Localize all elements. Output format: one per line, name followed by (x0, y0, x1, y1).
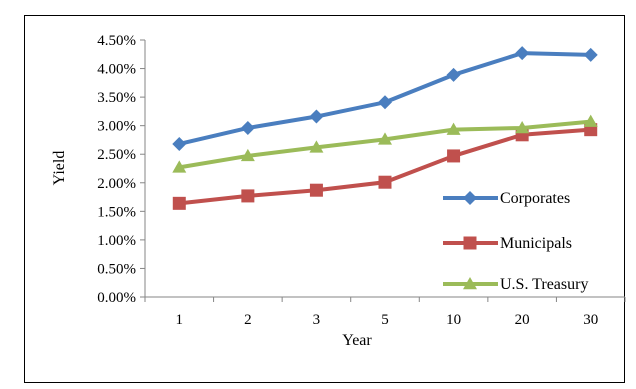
series-u-s-treasury (172, 114, 598, 173)
municipals-point (447, 149, 461, 163)
legend-label: Corporates (500, 190, 570, 207)
x-tick-label: 2 (244, 312, 252, 328)
u-s-treasury-point (515, 120, 530, 134)
x-axis-title: Year (342, 332, 372, 349)
x-tick-label: 10 (446, 312, 461, 328)
legend-marker (463, 236, 477, 250)
y-tick-label: 0.00% (97, 290, 136, 306)
y-tick-label: 1.50% (97, 204, 136, 220)
series-corporates (172, 46, 598, 151)
legend-marker (463, 277, 477, 290)
municipals-point (172, 196, 186, 210)
u-s-treasury-point (378, 132, 392, 145)
x-tick-label: 30 (583, 312, 598, 328)
corporates-point (583, 47, 598, 62)
y-tick-label: 1.00% (97, 233, 136, 249)
y-tick-label: 3.50% (97, 90, 136, 106)
legend-label: U.S. Treasury (500, 276, 588, 293)
municipals-point (241, 189, 255, 203)
x-tick-label: 1 (176, 312, 184, 328)
legend-item-u-s-treasury: U.S. Treasury (443, 276, 588, 293)
x-tick-labels: 1 2 3 5 10 20 30 (176, 312, 599, 328)
corporates-point (309, 109, 324, 124)
series-lines (172, 46, 598, 210)
u-s-treasury-point (240, 148, 255, 162)
x-tick-label: 5 (381, 312, 389, 328)
u-s-treasury-point (309, 140, 324, 153)
legend-marker (463, 191, 477, 205)
y-tick-label: 2.00% (97, 176, 136, 192)
axes (140, 39, 626, 302)
legend: Corporates Municipals U.S. Treasury (443, 190, 588, 293)
y-tick-label: 2.50% (97, 147, 136, 163)
corporates-point (378, 95, 392, 110)
y-tick-label: 0.50% (97, 261, 136, 277)
x-tick-label: 3 (313, 312, 321, 328)
y-tick-label: 3.00% (97, 119, 136, 135)
corporates-point (515, 46, 530, 61)
y-tick-labels: 0.00% 0.50% 1.00% 1.50% 2.00% 2.50% 3.00% 3.50%… (97, 33, 136, 306)
y-tick-label: 4.00% (97, 62, 136, 78)
corporates-point (172, 136, 187, 151)
x-tick-label: 20 (515, 312, 530, 328)
u-s-treasury-point (446, 122, 461, 135)
legend-label: Municipals (500, 235, 572, 252)
corporates-point (446, 67, 461, 82)
legend-item-municipals: Municipals (443, 235, 572, 252)
u-s-treasury-point (172, 160, 187, 173)
y-axis-title: Yield (51, 151, 68, 186)
y-tick-label: 4.50% (97, 33, 136, 49)
u-s-treasury-point (583, 114, 598, 127)
municipals-point (309, 183, 323, 197)
chart-frame (24, 15, 625, 383)
corporates-point (240, 120, 255, 135)
municipals-point (378, 175, 392, 189)
legend-item-corporates: Corporates (443, 190, 570, 207)
